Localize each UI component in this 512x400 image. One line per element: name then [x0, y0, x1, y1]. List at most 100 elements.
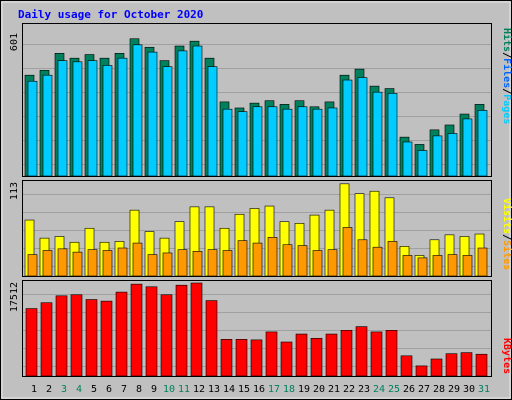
day-label: 13 [208, 384, 220, 395]
day-label: 7 [121, 384, 127, 395]
kbytes-bar [295, 333, 308, 377]
day-label: 9 [151, 384, 157, 395]
sites-bar [342, 227, 353, 277]
kbytes-bar [160, 294, 173, 377]
pages-bar [267, 106, 278, 177]
sites-bar [267, 237, 278, 277]
sites-bar [237, 240, 248, 277]
kbytes-bar [340, 330, 353, 377]
kbytes-bar [190, 282, 203, 377]
pages-bar [117, 57, 128, 177]
day-label: 27 [418, 384, 430, 395]
sites-bar [162, 252, 173, 277]
day-label: 28 [433, 384, 445, 395]
pages-bar [87, 60, 98, 177]
pages-bar [177, 50, 188, 177]
sites-bar [432, 255, 443, 277]
pages-bar [402, 141, 413, 177]
pages-bar [72, 61, 83, 177]
pages-bar [42, 74, 53, 177]
visits-bars [24, 183, 488, 277]
pages-bar [207, 66, 218, 177]
sites-bar [207, 249, 218, 277]
hits-bars [24, 38, 488, 177]
kbytes-bar [460, 352, 473, 377]
sites-bar [402, 255, 413, 277]
kbytes-bar [475, 353, 488, 377]
pages-bar [432, 135, 443, 177]
day-label: 5 [91, 384, 97, 395]
pages-bar [57, 60, 68, 177]
legend-kbytes: KBytes [501, 338, 512, 374]
pages-bar [297, 106, 308, 177]
sites-bar [147, 254, 158, 277]
sites-bar [327, 249, 338, 277]
legend-separator: / [501, 234, 512, 240]
day-label: 16 [253, 384, 265, 395]
sites-bar [117, 247, 128, 277]
day-label: 6 [106, 384, 112, 395]
kbytes-bar [310, 337, 323, 377]
visits-panel-legend: Visits/Sites [501, 198, 512, 270]
kbytes-bar [265, 331, 278, 377]
sites-bar [42, 250, 53, 277]
pages-bar [162, 66, 173, 177]
legend-separator: / [501, 52, 512, 58]
day-label: 24 [373, 384, 385, 395]
pages-bar [357, 77, 368, 177]
kbytes-bar [430, 358, 443, 377]
sites-bar [357, 239, 368, 277]
kbytes-bar [55, 295, 68, 377]
kbytes-bar [70, 294, 83, 377]
kbytes-bar [25, 308, 38, 377]
day-label: 23 [358, 384, 370, 395]
day-label: 15 [238, 384, 250, 395]
sites-bar [27, 254, 38, 277]
kbytes-bar [205, 300, 218, 377]
kbytes-max-label: 17512 [9, 282, 20, 312]
legend-files: Files [501, 58, 512, 88]
pages-bar [372, 91, 383, 177]
sites-bar [132, 242, 143, 277]
day-label: 3 [61, 384, 67, 395]
legend-sites: Sites [501, 240, 512, 270]
legend-separator: / [501, 88, 512, 94]
day-label: 25 [388, 384, 400, 395]
day-label: 20 [313, 384, 325, 395]
kbytes-bar [250, 339, 263, 377]
sites-bar [102, 250, 113, 277]
pages-bar [387, 93, 398, 177]
sites-bar [222, 250, 233, 277]
visits-panel-frame [22, 180, 492, 277]
legend-visits: Visits [501, 198, 512, 234]
pages-bar [462, 118, 473, 177]
sites-bar [417, 257, 428, 277]
day-label: 31 [478, 384, 490, 395]
kbytes-bar [220, 339, 233, 377]
day-label: 18 [283, 384, 295, 395]
pages-bar [252, 106, 263, 177]
kbytes-bar [100, 300, 113, 377]
sites-bar [462, 255, 473, 277]
sites-bar [372, 246, 383, 277]
kbytes-bar [175, 284, 188, 377]
hits-panel-frame [22, 23, 492, 177]
pages-bar [417, 150, 428, 177]
legend-pages: Pages [501, 94, 512, 124]
day-label: 22 [343, 384, 355, 395]
pages-bar [447, 133, 458, 177]
kbytes-bar [145, 286, 158, 377]
kbytes-bar [130, 283, 143, 377]
day-label: 21 [328, 384, 340, 395]
kbytes-panel-legend: KBytes [501, 338, 512, 374]
day-label: 8 [136, 384, 142, 395]
sites-bar [387, 241, 398, 277]
sites-bar [177, 249, 188, 277]
day-label: 17 [268, 384, 280, 395]
kbytes-bar [85, 299, 98, 377]
kbytes-bar [115, 291, 128, 377]
day-label: 29 [448, 384, 460, 395]
kbytes-panel-frame [22, 280, 492, 377]
kbytes-bar [445, 353, 458, 377]
